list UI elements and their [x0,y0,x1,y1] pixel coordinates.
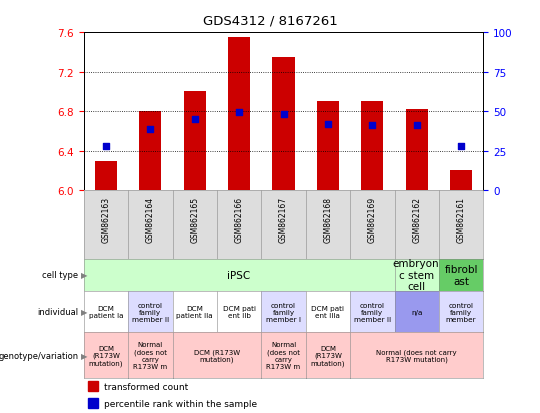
Text: iPSC: iPSC [227,270,251,280]
Text: GDS4312 / 8167261: GDS4312 / 8167261 [202,14,338,27]
Text: GSM862165: GSM862165 [190,196,199,242]
Point [413,122,421,129]
Text: genotype/variation: genotype/variation [0,351,78,360]
Point [102,143,110,150]
Point [235,109,244,116]
Text: GSM862162: GSM862162 [412,196,421,242]
Bar [317,102,339,191]
Point [457,143,465,150]
Text: ▶: ▶ [81,351,87,360]
Point [323,121,332,128]
Text: ▶: ▶ [81,307,87,316]
Text: individual: individual [37,307,78,316]
Text: Normal
(does not
carry
R173W m: Normal (does not carry R173W m [133,342,167,369]
Bar [87,382,98,391]
Text: GSM862163: GSM862163 [102,196,110,242]
Text: ▶: ▶ [81,271,87,280]
Text: Normal (does not carry
R173W mutation): Normal (does not carry R173W mutation) [376,348,457,362]
Point [146,126,154,133]
Text: GSM862167: GSM862167 [279,196,288,242]
Text: DCM
patient Ia: DCM patient Ia [89,305,123,318]
Text: cell type: cell type [42,271,78,280]
Text: DCM
(R173W
mutation): DCM (R173W mutation) [89,345,123,366]
Point [368,122,376,129]
Text: Normal
(does not
carry
R173W m: Normal (does not carry R173W m [266,342,301,369]
Text: embryoni
c stem
cell: embryoni c stem cell [392,259,442,292]
Bar [184,92,206,191]
Bar [228,38,250,191]
Text: DCM pati
ent IIIa: DCM pati ent IIIa [312,305,345,318]
Text: GSM862169: GSM862169 [368,196,377,242]
Text: control
family
member I: control family member I [266,302,301,322]
Text: DCM
patient IIa: DCM patient IIa [177,305,213,318]
Point [191,116,199,123]
Text: control
family
member II: control family member II [354,302,391,322]
Bar [95,161,117,191]
Bar [272,58,295,191]
Text: DCM
(R173W
mutation): DCM (R173W mutation) [310,345,345,366]
Text: fibrobl
ast: fibrobl ast [444,264,478,286]
Bar [361,102,383,191]
Bar [406,110,428,191]
Text: GSM862166: GSM862166 [234,196,244,242]
Text: control
family
member II: control family member II [132,302,169,322]
Text: percentile rank within the sample: percentile rank within the sample [104,399,257,408]
Bar [450,171,472,191]
Text: DCM (R173W
mutation): DCM (R173W mutation) [194,348,240,362]
Point [279,112,288,118]
Bar [87,398,98,408]
Text: GSM862164: GSM862164 [146,196,155,242]
Text: n/a: n/a [411,309,422,315]
Text: transformed count: transformed count [104,382,188,391]
Text: GSM862168: GSM862168 [323,196,333,242]
Text: DCM pati
ent IIb: DCM pati ent IIb [222,305,255,318]
Text: GSM862161: GSM862161 [457,196,465,242]
Bar [139,112,161,191]
Text: control
family
member: control family member [446,302,476,322]
